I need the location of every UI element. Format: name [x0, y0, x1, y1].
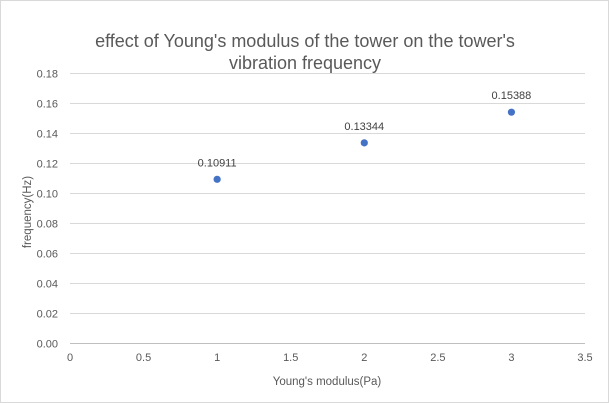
y-tick-label: 0.18: [37, 69, 58, 81]
data-labels: 0.10911 0.13344 0.15388: [198, 90, 532, 169]
chart-title-line-2: vibration frequency: [229, 53, 381, 73]
x-tick-label: 1.5: [283, 352, 298, 364]
x-tick-label: 3.5: [577, 352, 592, 364]
y-tick-label: 0.10: [37, 189, 58, 201]
x-tick-label: 0: [67, 352, 73, 364]
x-tick-label: 2: [361, 352, 367, 364]
y-tick-label: 0.14: [37, 129, 58, 141]
data-points: [213, 108, 516, 183]
data-label: 0.13344: [344, 121, 384, 133]
y-tick-label: 0.08: [37, 219, 58, 231]
y-tick-label: 0.06: [37, 249, 58, 261]
x-tick-label: 1: [214, 352, 220, 364]
x-tick-label: 3: [508, 352, 514, 364]
data-point: [360, 139, 368, 147]
y-tick-label: 0.00: [37, 339, 58, 351]
x-axis-title: Young's modulus(Pa): [273, 376, 382, 388]
data-point: [213, 175, 221, 183]
y-tick-label: 0.16: [37, 99, 58, 111]
x-tick-label: 0.5: [136, 352, 151, 364]
data-label: 0.10911: [198, 157, 237, 169]
gridlines: [70, 73, 585, 344]
data-label: 0.15388: [492, 90, 532, 102]
x-axis-ticks: 0 0.5 1 1.5 2 2.5 3 3.5: [67, 352, 593, 364]
y-tick-label: 0.02: [37, 309, 58, 321]
y-tick-label: 0.04: [37, 279, 58, 291]
chart-title-line-1: effect of Young's modulus of the tower o…: [95, 31, 515, 51]
y-tick-label: 0.12: [37, 159, 58, 171]
x-tick-label: 2.5: [430, 352, 445, 364]
y-axis-ticks: 0.00 0.02 0.04 0.06 0.08 0.10 0.12 0.14 0.16 0.18: [37, 69, 58, 351]
data-point: [507, 108, 516, 116]
y-axis-title: frequency(Hz): [22, 176, 34, 248]
